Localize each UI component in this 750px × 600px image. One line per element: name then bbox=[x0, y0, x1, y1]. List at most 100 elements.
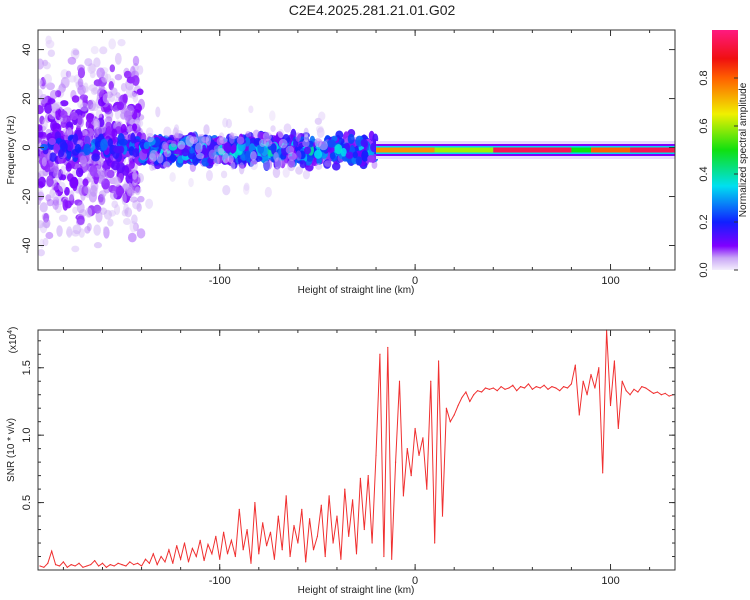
spectrogram-cell bbox=[104, 168, 113, 179]
spectrogram-cell bbox=[134, 186, 141, 196]
snr-point bbox=[465, 391, 467, 393]
snr-point bbox=[137, 562, 139, 564]
x-tick-label: -100 bbox=[209, 575, 231, 587]
snr-point bbox=[473, 394, 475, 396]
snr-point bbox=[66, 566, 68, 568]
spectrogram-cell bbox=[250, 151, 257, 161]
spectrogram-cell bbox=[62, 128, 69, 136]
snr-point bbox=[367, 475, 369, 477]
spectrogram-cell bbox=[198, 133, 206, 146]
snr-point bbox=[391, 558, 393, 560]
snr-point bbox=[121, 564, 123, 566]
spectrogram-cell bbox=[111, 128, 118, 138]
snr-point bbox=[301, 508, 303, 510]
spectrogram-cell bbox=[47, 98, 56, 105]
snr-point bbox=[559, 390, 561, 392]
snr-point bbox=[406, 448, 408, 450]
snr-point bbox=[418, 454, 420, 456]
snr-point bbox=[164, 561, 166, 563]
snr-y-label: SNR (10 * v/v) bbox=[6, 418, 17, 482]
spectrogram-cell bbox=[60, 165, 66, 175]
spectrogram-cell bbox=[100, 138, 108, 151]
spectrogram-cell bbox=[76, 64, 86, 73]
snr-point bbox=[97, 565, 100, 567]
y-tick-label: 20 bbox=[21, 92, 33, 104]
spectrogram-cell bbox=[65, 162, 72, 172]
snr-point bbox=[246, 528, 248, 531]
snr-point bbox=[262, 522, 264, 524]
spectrogram-cell bbox=[205, 169, 213, 182]
snr-point bbox=[410, 475, 412, 477]
spectrogram-cell bbox=[117, 38, 126, 47]
snr-point bbox=[445, 407, 447, 409]
spectrogram-cell bbox=[67, 56, 77, 65]
spectrogram-cell bbox=[248, 105, 254, 114]
spectrogram-cell bbox=[227, 155, 234, 163]
spectrogram-cell bbox=[118, 96, 124, 103]
snr-point bbox=[598, 367, 600, 369]
spectrogram-cell bbox=[119, 138, 128, 146]
snr-point bbox=[43, 566, 45, 568]
snr-point bbox=[402, 495, 404, 497]
spectrogram-cell bbox=[49, 89, 58, 100]
spectrogram-cell bbox=[75, 167, 84, 178]
spectrogram-cell bbox=[295, 166, 303, 175]
spectrogram-cell bbox=[238, 162, 245, 175]
spectrogram-cell bbox=[98, 193, 106, 205]
spectrogram-cell bbox=[360, 138, 368, 148]
snr-point bbox=[148, 562, 150, 564]
snr-point bbox=[566, 387, 569, 389]
spectrogram-cell bbox=[125, 173, 134, 185]
spectrogram-cell bbox=[52, 191, 59, 203]
spectrogram-cell bbox=[205, 135, 211, 146]
snr-point bbox=[324, 555, 326, 558]
spectrogram-cell bbox=[318, 111, 326, 121]
spectrogram-cell bbox=[213, 145, 221, 152]
spectrogram-cell bbox=[314, 149, 323, 159]
spectrogram-cell bbox=[71, 95, 80, 103]
spectrogram-cell bbox=[303, 146, 312, 155]
snr-point bbox=[621, 380, 623, 382]
snr-point bbox=[285, 495, 287, 497]
snr-point bbox=[58, 565, 61, 567]
snr-point bbox=[160, 555, 162, 558]
spectrogram-cell bbox=[56, 225, 63, 237]
spectrogram-cell bbox=[48, 137, 56, 146]
spectrogram-cell bbox=[137, 195, 145, 203]
spectrogram-cell bbox=[69, 190, 75, 201]
spectrogram-cell bbox=[41, 212, 50, 222]
spectrogram-cell bbox=[136, 173, 144, 184]
spectrogram-cell bbox=[99, 46, 108, 55]
spectrogram-cell bbox=[316, 127, 325, 138]
spectrogram-cell bbox=[155, 106, 161, 118]
spectrogram-cell bbox=[278, 138, 288, 149]
snr-point bbox=[199, 539, 201, 541]
spectrogram-cell bbox=[361, 150, 369, 162]
snr-point bbox=[152, 553, 154, 555]
spectrogram-cell bbox=[42, 221, 50, 228]
snr-point bbox=[637, 391, 639, 393]
spectrogram-cell bbox=[326, 139, 336, 148]
snr-point bbox=[664, 392, 666, 394]
spectrogram-cell bbox=[149, 163, 155, 171]
spectrogram-cell bbox=[66, 140, 74, 152]
ridge-segment bbox=[571, 147, 591, 153]
spectrogram-cell bbox=[98, 167, 106, 180]
spectrogram-cell bbox=[335, 130, 344, 140]
snr-point bbox=[250, 562, 252, 564]
y-tick-label: 40 bbox=[21, 43, 33, 55]
spectrogram-cell bbox=[122, 93, 128, 103]
spectrogram-cell bbox=[149, 150, 159, 162]
snr-point bbox=[219, 558, 221, 560]
spectrogram-cell bbox=[107, 218, 114, 227]
spectrogram-cell bbox=[115, 92, 121, 99]
spectrogram-cell bbox=[58, 181, 66, 192]
spectrogram-cell bbox=[109, 64, 116, 73]
spectrogram-cell bbox=[125, 126, 132, 133]
snr-point bbox=[543, 384, 545, 386]
spectrogram-cell bbox=[46, 198, 54, 207]
spectrogram-cell bbox=[93, 129, 99, 138]
spectrogram-cell bbox=[86, 113, 95, 120]
spectrogram-cell bbox=[108, 209, 116, 217]
spectrogram-cell bbox=[258, 131, 265, 141]
